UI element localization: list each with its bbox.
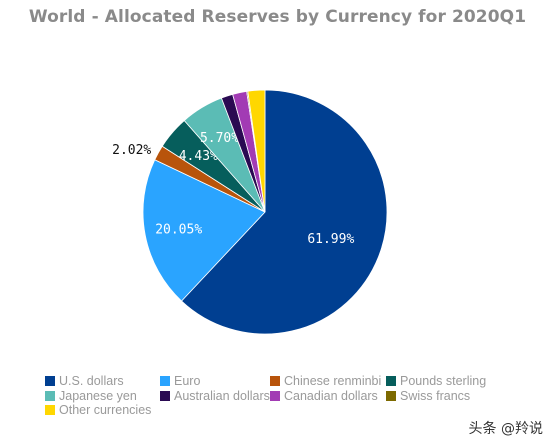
chart-title: World - Allocated Reserves by Currency f… <box>28 7 527 27</box>
data-label-japanese-yen: 5.70% <box>200 131 239 146</box>
legend-label: Euro <box>174 374 201 388</box>
legend-swatch <box>45 376 55 386</box>
legend-item: Pounds sterling <box>386 374 486 388</box>
pie-slice-u-s-dollars <box>180 89 388 335</box>
legend-item: Australian dollars <box>160 389 270 403</box>
legend-swatch <box>160 390 170 401</box>
legend-swatch <box>386 390 396 401</box>
legend-swatch <box>270 390 280 401</box>
data-label-chinese-renminbi: 2.02% <box>112 143 151 158</box>
legend-label: Japanese yen <box>59 388 137 403</box>
legend-swatch <box>270 376 280 386</box>
legend-item: Chinese renminbi <box>270 374 381 388</box>
data-label-pounds-sterling: 4.43% <box>179 149 218 164</box>
legend-label: Chinese renminbi <box>284 374 382 388</box>
data-label-u-s-dollars: 61.99% <box>307 232 354 247</box>
pie-slice-euro <box>142 159 266 302</box>
legend-label: Canadian dollars <box>284 388 378 403</box>
legend-swatch <box>45 405 55 415</box>
legend-label: Pounds sterling <box>400 374 487 388</box>
pie-slice-other-currencies <box>247 89 266 213</box>
legend-label: Australian dollars <box>174 388 270 403</box>
legend-item: Euro <box>160 374 200 388</box>
legend-item: U.S. dollars <box>45 374 124 388</box>
data-label-euro: 20.05% <box>155 222 202 237</box>
legend-label: Other currencies <box>59 403 152 417</box>
legend-item: Swiss francs <box>386 389 470 403</box>
legend-item: Canadian dollars <box>270 389 378 403</box>
legend-label: U.S. dollars <box>59 374 124 388</box>
legend-swatch <box>45 390 55 401</box>
legend-label: Swiss francs <box>400 388 471 403</box>
legend-swatch <box>160 376 170 386</box>
legend-swatch <box>386 376 396 386</box>
legend-item: Japanese yen <box>45 389 137 403</box>
watermark-text: 头条 @羚说 <box>468 421 543 437</box>
legend-item: Other currencies <box>45 403 151 417</box>
